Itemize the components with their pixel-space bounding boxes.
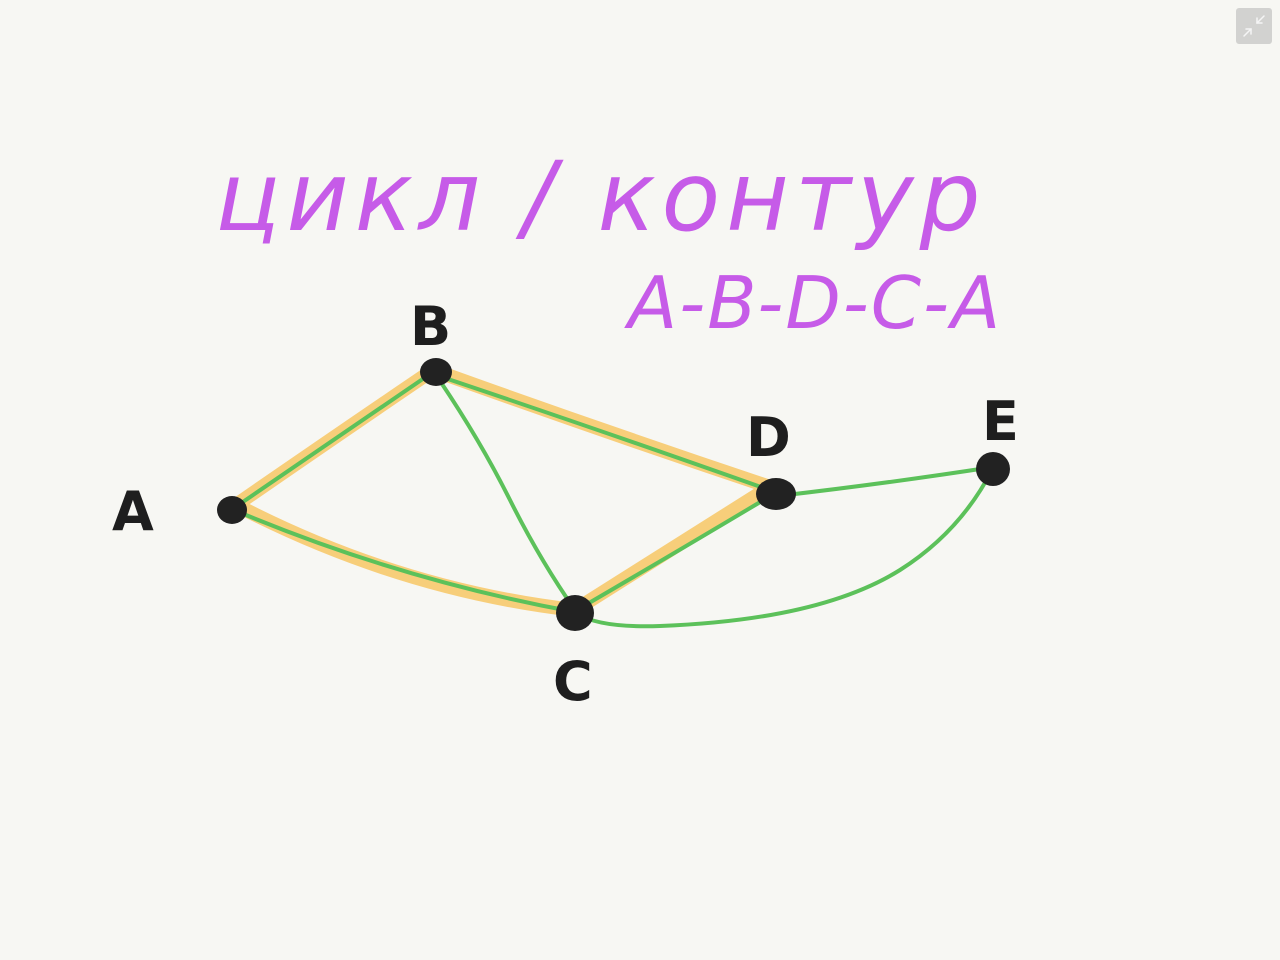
graph-edges: [232, 370, 995, 629]
node-label-e: E: [982, 390, 1019, 453]
edge-a-c: [232, 508, 577, 614]
node-c: [556, 595, 594, 631]
node-e: [976, 452, 1010, 486]
highlight-edge-b-d: [426, 363, 777, 494]
edge-a-b: [232, 370, 435, 510]
node-label-c: C: [553, 650, 593, 713]
exit-fullscreen-icon: [1243, 15, 1265, 37]
node-labels: A B C D E: [112, 295, 1019, 713]
highlight-edge-d-c: [568, 480, 777, 617]
title-text: цикл / контур: [215, 141, 987, 253]
node-label-d: D: [746, 406, 791, 469]
edge-b-d: [434, 373, 777, 494]
node-label-b: B: [410, 295, 451, 358]
edge-c-e: [576, 468, 994, 629]
edge-c-d: [575, 490, 779, 612]
edge-d-e: [776, 465, 995, 498]
node-a: [217, 496, 247, 524]
edge-b-c: [436, 376, 577, 612]
node-label-a: A: [112, 480, 154, 543]
node-b: [420, 358, 452, 386]
exit-fullscreen-button[interactable]: [1236, 8, 1272, 44]
graph-nodes: [217, 358, 1010, 631]
highlight-edge-c-a: [229, 498, 582, 617]
node-d: [756, 478, 796, 510]
cycle-path-text: A-B-D-C-A: [624, 261, 1002, 345]
